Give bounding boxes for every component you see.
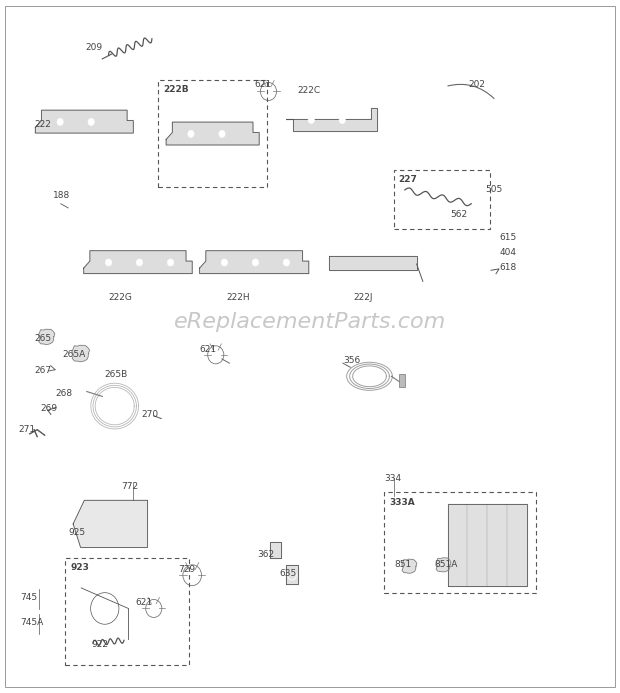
Text: 222H: 222H	[226, 294, 250, 302]
Text: 615: 615	[500, 233, 517, 241]
Text: 270: 270	[141, 410, 159, 419]
Text: 923: 923	[70, 563, 89, 572]
Text: 271: 271	[19, 426, 36, 434]
Polygon shape	[402, 559, 417, 573]
Text: 227: 227	[399, 175, 417, 184]
Text: 851A: 851A	[434, 561, 458, 569]
Text: 265: 265	[34, 334, 51, 342]
Text: 209: 209	[85, 43, 102, 51]
Text: 851: 851	[394, 561, 412, 569]
Circle shape	[219, 130, 225, 137]
Text: 267: 267	[34, 366, 51, 374]
Polygon shape	[329, 256, 417, 270]
Polygon shape	[448, 504, 527, 586]
Text: 268: 268	[56, 389, 73, 398]
Circle shape	[136, 259, 143, 266]
Text: 745: 745	[20, 593, 38, 602]
Text: 505: 505	[485, 186, 502, 194]
Text: 621: 621	[200, 345, 217, 353]
Polygon shape	[436, 558, 451, 572]
Text: 922: 922	[92, 640, 108, 649]
Text: 745A: 745A	[20, 618, 43, 626]
Polygon shape	[200, 251, 309, 274]
Circle shape	[188, 130, 194, 137]
Circle shape	[105, 259, 112, 266]
Text: 562: 562	[450, 211, 467, 219]
Text: 334: 334	[384, 474, 402, 482]
Text: 618: 618	[500, 263, 517, 272]
Text: 772: 772	[122, 482, 139, 491]
Text: 362: 362	[257, 550, 275, 559]
Text: 202: 202	[468, 80, 485, 89]
Text: 635: 635	[279, 570, 296, 578]
Bar	[65, 558, 189, 665]
Polygon shape	[84, 251, 192, 274]
Text: 621: 621	[254, 80, 272, 89]
Circle shape	[88, 119, 94, 125]
Polygon shape	[286, 108, 377, 131]
Text: 356: 356	[343, 356, 360, 365]
Text: 729: 729	[179, 565, 196, 574]
Text: 265A: 265A	[62, 351, 86, 359]
Text: eReplacementParts.com: eReplacementParts.com	[174, 313, 446, 332]
Circle shape	[252, 259, 259, 266]
Text: 222G: 222G	[108, 294, 133, 302]
Text: 265B: 265B	[104, 370, 128, 378]
Bar	[158, 80, 267, 187]
Polygon shape	[270, 542, 281, 558]
Text: 925: 925	[68, 528, 86, 536]
Circle shape	[57, 119, 63, 125]
Polygon shape	[35, 110, 133, 133]
Circle shape	[339, 116, 345, 123]
Circle shape	[221, 259, 228, 266]
Circle shape	[167, 259, 174, 266]
Text: 188: 188	[53, 191, 70, 200]
Text: 222B: 222B	[163, 85, 188, 94]
Text: 404: 404	[500, 248, 516, 256]
Text: 333A: 333A	[389, 498, 415, 507]
Polygon shape	[286, 565, 298, 584]
Polygon shape	[73, 500, 148, 547]
Circle shape	[308, 116, 314, 123]
Text: 222: 222	[34, 121, 51, 129]
Text: 222J: 222J	[353, 294, 373, 302]
Polygon shape	[72, 345, 89, 362]
Text: 269: 269	[40, 405, 58, 413]
Bar	[384, 492, 536, 593]
Polygon shape	[38, 329, 55, 344]
Bar	[399, 374, 405, 387]
Text: 621: 621	[135, 599, 153, 607]
Bar	[394, 170, 490, 229]
Polygon shape	[166, 122, 259, 145]
Circle shape	[283, 259, 290, 266]
Text: 222C: 222C	[298, 86, 321, 94]
